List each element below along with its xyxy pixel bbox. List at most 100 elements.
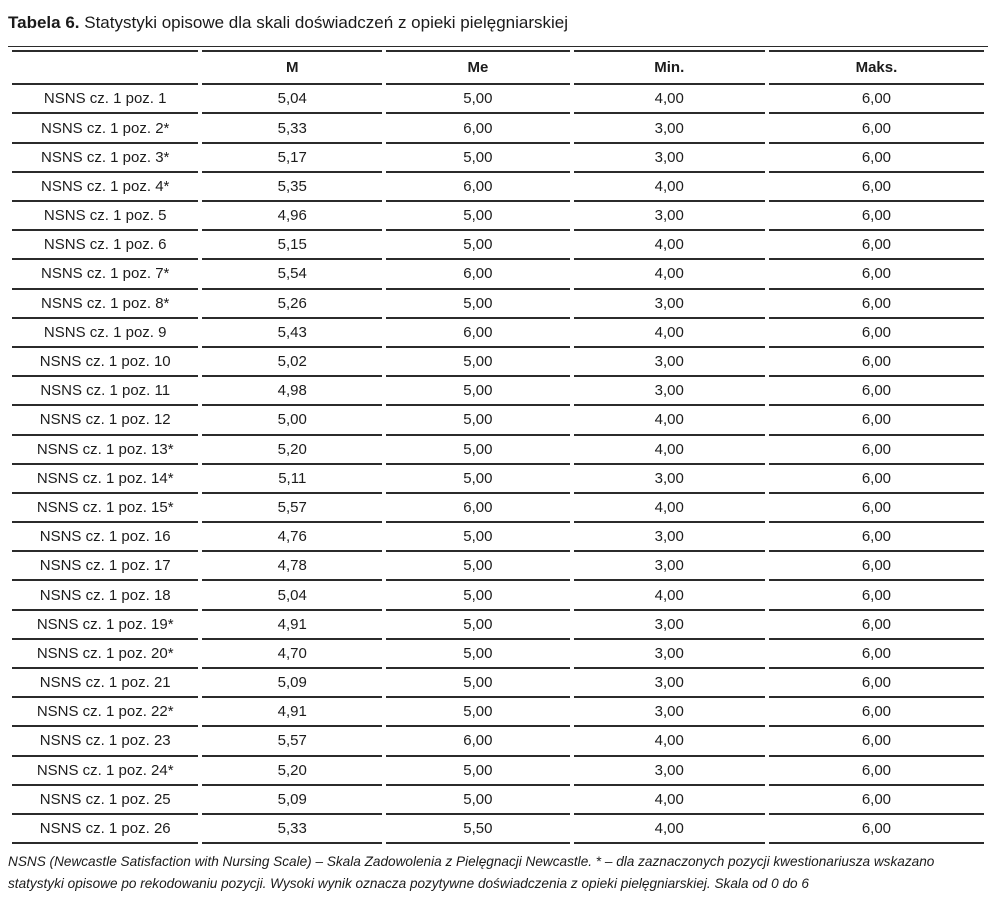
me-value: 5,00 [386, 231, 570, 261]
table-row: NSNS cz. 1 poz. 9 5,43 6,00 4,00 6,00 [12, 319, 984, 348]
table-row: NSNS cz. 1 poz. 17 4,78 5,00 3,00 6,00 [12, 552, 984, 582]
stats-table: M Me Min. Maks. NSNS cz. 1 poz. 1 5,04 5,0… [8, 50, 988, 845]
row-label: NSNS cz. 1 poz. 23 [12, 727, 199, 757]
min-value: 4,00 [573, 727, 765, 757]
m-value: 4,91 [202, 698, 383, 728]
min-value: 4,00 [573, 406, 765, 436]
m-value: 5,15 [202, 231, 383, 261]
min-value: 4,00 [573, 173, 765, 202]
row-label: NSNS cz. 1 poz. 18 [12, 581, 199, 611]
row-label: NSNS cz. 1 poz. 19* [12, 611, 199, 640]
table-row: NSNS cz. 1 poz. 19* 4,91 5,00 3,00 6,00 [12, 611, 984, 640]
min-value: 4,00 [573, 319, 765, 348]
table-row: NSNS cz. 1 poz. 21 5,09 5,00 3,00 6,00 [12, 669, 984, 699]
me-value: 5,00 [386, 144, 570, 173]
m-value: 5,43 [202, 319, 383, 348]
maks-value: 6,00 [768, 465, 984, 494]
min-value: 3,00 [573, 290, 765, 319]
row-label: NSNS cz. 1 poz. 26 [12, 815, 199, 845]
row-label: NSNS cz. 1 poz. 16 [12, 523, 199, 553]
maks-value: 6,00 [768, 581, 984, 611]
maks-value: 6,00 [768, 406, 984, 436]
maks-value: 6,00 [768, 377, 984, 407]
m-value: 4,76 [202, 523, 383, 553]
table-row: NSNS cz. 1 poz. 11 4,98 5,00 3,00 6,00 [12, 377, 984, 407]
me-value: 5,50 [386, 815, 570, 845]
row-label: NSNS cz. 1 poz. 25 [12, 786, 199, 815]
m-value: 4,96 [202, 202, 383, 232]
table-row: NSNS cz. 1 poz. 6 5,15 5,00 4,00 6,00 [12, 231, 984, 261]
table-row: NSNS cz. 1 poz. 24* 5,20 5,00 3,00 6,00 [12, 757, 984, 786]
row-label: NSNS cz. 1 poz. 22* [12, 698, 199, 728]
me-value: 6,00 [386, 727, 570, 757]
maks-value: 6,00 [768, 436, 984, 465]
stats-table-body: NSNS cz. 1 poz. 1 5,04 5,00 4,00 6,00 NSNS cz… [12, 85, 984, 845]
table-row: NSNS cz. 1 poz. 7* 5,54 6,00 4,00 6,00 [12, 260, 984, 290]
min-value: 3,00 [573, 669, 765, 699]
table-row: NSNS cz. 1 poz. 3* 5,17 5,00 3,00 6,00 [12, 144, 984, 173]
m-value: 5,09 [202, 786, 383, 815]
table-row: NSNS cz. 1 poz. 22* 4,91 5,00 3,00 6,00 [12, 698, 984, 728]
me-value: 6,00 [386, 319, 570, 348]
min-value: 4,00 [573, 260, 765, 290]
min-value: 3,00 [573, 552, 765, 582]
m-value: 5,57 [202, 494, 383, 524]
min-value: 3,00 [573, 465, 765, 494]
me-value: 5,00 [386, 552, 570, 582]
table-row: NSNS cz. 1 poz. 1 5,04 5,00 4,00 6,00 [12, 85, 984, 115]
me-value: 5,00 [386, 348, 570, 378]
maks-value: 6,00 [768, 202, 984, 232]
row-label: NSNS cz. 1 poz. 2* [12, 114, 199, 144]
table-row: NSNS cz. 1 poz. 12 5,00 5,00 4,00 6,00 [12, 406, 984, 436]
maks-value: 6,00 [768, 494, 984, 524]
row-label: NSNS cz. 1 poz. 3* [12, 144, 199, 173]
row-label: NSNS cz. 1 poz. 13* [12, 436, 199, 465]
m-value: 4,70 [202, 640, 383, 669]
row-label: NSNS cz. 1 poz. 1 [12, 85, 199, 115]
m-value: 5,54 [202, 260, 383, 290]
min-value: 3,00 [573, 640, 765, 669]
m-value: 5,33 [202, 815, 383, 845]
table-title-text: Statystyki opisowe dla skali doświadczeń… [84, 13, 569, 32]
min-value: 4,00 [573, 85, 765, 115]
table-row: NSNS cz. 1 poz. 26 5,33 5,50 4,00 6,00 [12, 815, 984, 845]
me-value: 6,00 [386, 260, 570, 290]
m-value: 4,91 [202, 611, 383, 640]
maks-value: 6,00 [768, 611, 984, 640]
table-row: NSNS cz. 1 poz. 13* 5,20 5,00 4,00 6,00 [12, 436, 984, 465]
min-value: 3,00 [573, 611, 765, 640]
maks-value: 6,00 [768, 640, 984, 669]
row-label: NSNS cz. 1 poz. 9 [12, 319, 199, 348]
maks-value: 6,00 [768, 552, 984, 582]
table-row: NSNS cz. 1 poz. 25 5,09 5,00 4,00 6,00 [12, 786, 984, 815]
min-value: 3,00 [573, 144, 765, 173]
row-label: NSNS cz. 1 poz. 17 [12, 552, 199, 582]
row-label: NSNS cz. 1 poz. 6 [12, 231, 199, 261]
row-label: NSNS cz. 1 poz. 24* [12, 757, 199, 786]
m-value: 4,78 [202, 552, 383, 582]
maks-value: 6,00 [768, 85, 984, 115]
m-value: 4,98 [202, 377, 383, 407]
me-value: 5,00 [386, 786, 570, 815]
row-label: NSNS cz. 1 poz. 7* [12, 260, 199, 290]
row-label: NSNS cz. 1 poz. 5 [12, 202, 199, 232]
m-value: 5,35 [202, 173, 383, 202]
me-value: 5,00 [386, 669, 570, 699]
m-value: 5,57 [202, 727, 383, 757]
m-value: 5,09 [202, 669, 383, 699]
m-value: 5,20 [202, 436, 383, 465]
maks-value: 6,00 [768, 757, 984, 786]
row-label: NSNS cz. 1 poz. 4* [12, 173, 199, 202]
maks-value: 6,00 [768, 144, 984, 173]
table-title: Tabela 6. Statystyki opisowe dla skali d… [8, 12, 993, 33]
me-value: 5,00 [386, 640, 570, 669]
min-value: 3,00 [573, 348, 765, 378]
maks-value: 6,00 [768, 348, 984, 378]
me-value: 5,00 [386, 611, 570, 640]
table-footnote: NSNS (Newcastle Satisfaction with Nursin… [8, 854, 935, 892]
table-row: NSNS cz. 1 poz. 16 4,76 5,00 3,00 6,00 [12, 523, 984, 553]
min-value: 3,00 [573, 523, 765, 553]
min-value: 4,00 [573, 231, 765, 261]
me-value: 5,00 [386, 698, 570, 728]
